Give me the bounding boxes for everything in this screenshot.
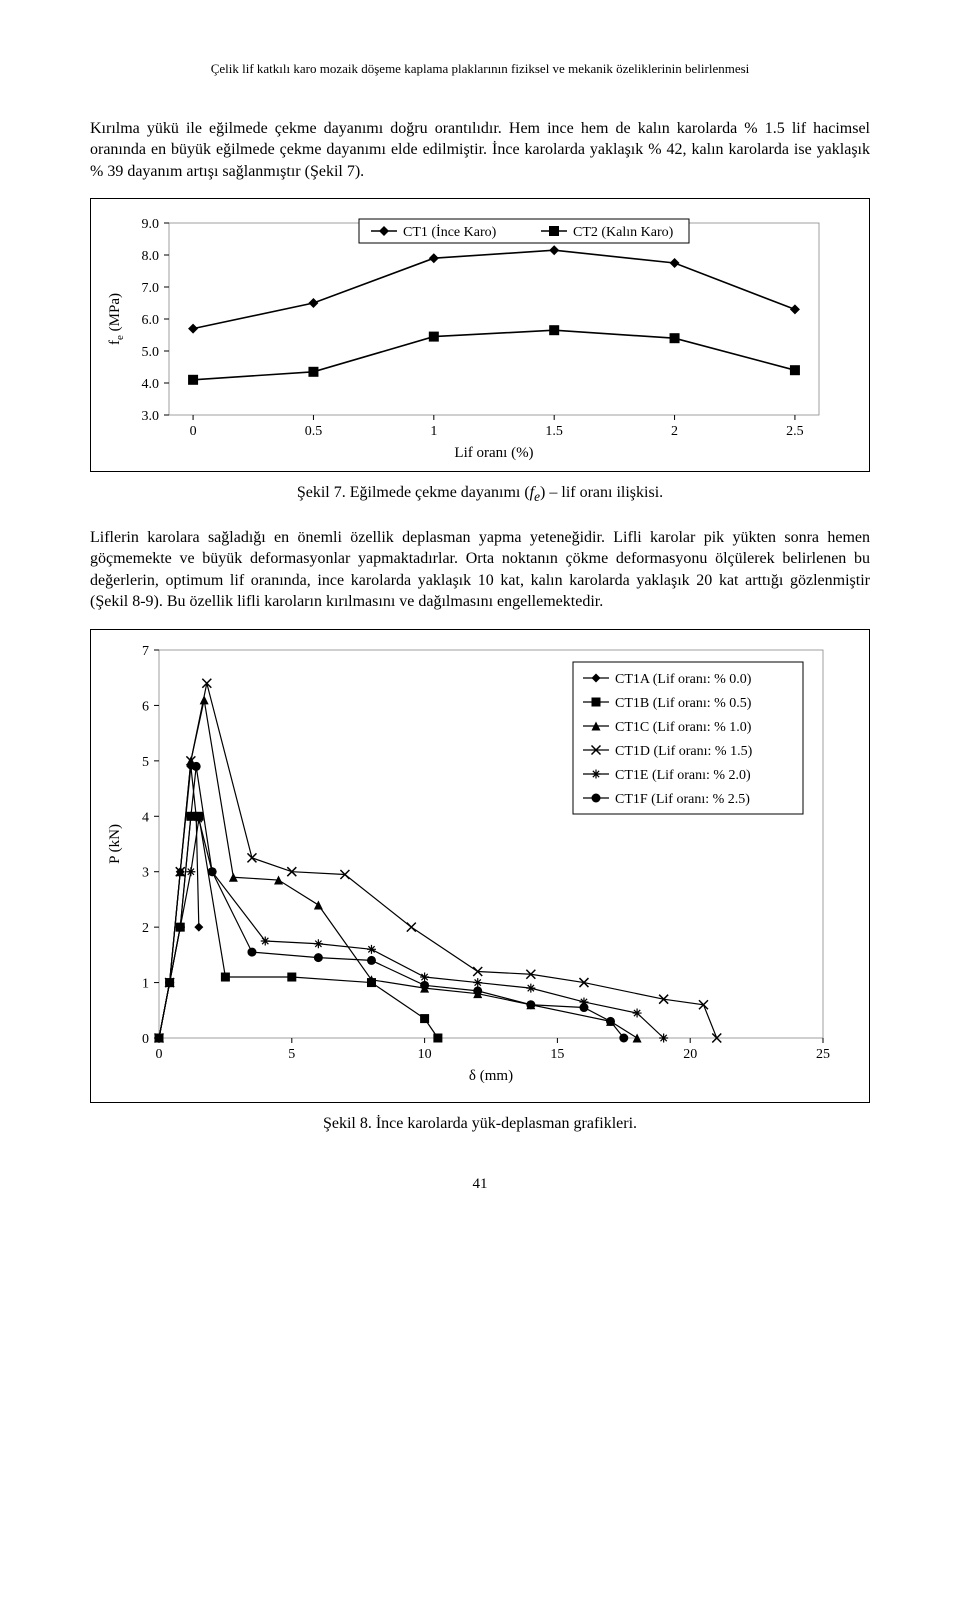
svg-text:8.0: 8.0 bbox=[142, 249, 160, 264]
svg-text:CT1E (Lif oranı: % 2.0): CT1E (Lif oranı: % 2.0) bbox=[615, 768, 751, 783]
figure-7-caption-pre: Şekil 7. Eğilmede çekme dayanımı ( bbox=[297, 484, 530, 501]
svg-text:P (kN): P (kN) bbox=[107, 824, 123, 864]
svg-text:6: 6 bbox=[142, 699, 149, 714]
paragraph-2: Liflerin karolara sağladığı en önemli öz… bbox=[90, 527, 870, 613]
svg-text:3.0: 3.0 bbox=[142, 409, 160, 424]
svg-text:CT1B (Lif oranı: % 0.5): CT1B (Lif oranı: % 0.5) bbox=[615, 696, 752, 711]
svg-text:10: 10 bbox=[418, 1047, 432, 1062]
svg-text:1.5: 1.5 bbox=[545, 424, 563, 439]
svg-text:0: 0 bbox=[142, 1032, 149, 1047]
svg-text:4: 4 bbox=[142, 810, 149, 825]
svg-text:CT1C (Lif oranı: % 1.0): CT1C (Lif oranı: % 1.0) bbox=[615, 720, 752, 735]
svg-text:CT1A (Lif oranı: % 0.0): CT1A (Lif oranı: % 0.0) bbox=[615, 672, 752, 687]
svg-text:1: 1 bbox=[430, 424, 437, 439]
svg-text:4.0: 4.0 bbox=[142, 377, 160, 392]
svg-text:2: 2 bbox=[671, 424, 678, 439]
svg-text:5: 5 bbox=[288, 1047, 295, 1062]
svg-text:0: 0 bbox=[156, 1047, 163, 1062]
svg-text:CT1F (Lif oranı: % 2.5): CT1F (Lif oranı: % 2.5) bbox=[615, 792, 750, 807]
svg-text:20: 20 bbox=[683, 1047, 697, 1062]
svg-text:5: 5 bbox=[142, 755, 149, 770]
running-header: Çelik lif katkılı karo mozaik döşeme kap… bbox=[90, 60, 870, 78]
svg-text:7: 7 bbox=[142, 644, 149, 659]
svg-text:2: 2 bbox=[142, 921, 149, 936]
svg-text:9.0: 9.0 bbox=[142, 217, 160, 232]
svg-text:δ (mm): δ (mm) bbox=[469, 1068, 513, 1084]
page-number: 41 bbox=[90, 1174, 870, 1194]
svg-text:7.0: 7.0 bbox=[142, 281, 160, 296]
svg-text:2.5: 2.5 bbox=[786, 424, 804, 439]
svg-text:Lif oranı (%): Lif oranı (%) bbox=[454, 445, 533, 461]
svg-text:fe (MPa): fe (MPa) bbox=[107, 293, 126, 345]
figure-8-caption: Şekil 8. İnce karolarda yük-deplasman gr… bbox=[90, 1113, 870, 1135]
paragraph-1: Kırılma yükü ile eğilmede çekme dayanımı… bbox=[90, 118, 870, 183]
svg-text:5.0: 5.0 bbox=[142, 345, 160, 360]
svg-text:3: 3 bbox=[142, 866, 149, 881]
svg-text:15: 15 bbox=[550, 1047, 564, 1062]
svg-text:6.0: 6.0 bbox=[142, 313, 160, 328]
figure-7-caption: Şekil 7. Eğilmede çekme dayanımı (fe) – … bbox=[90, 482, 870, 506]
figure-7-chart: 0 0.5 1 1.5 2 2.5 3.0 4.0 5.0 6.0 7.0 8.0 9.0 Lif ora… bbox=[99, 207, 839, 467]
figure-7-container: 0 0.5 1 1.5 2 2.5 3.0 4.0 5.0 6.0 7.0 8.0 9.0 Lif ora… bbox=[90, 198, 870, 472]
svg-text:1: 1 bbox=[142, 976, 149, 991]
svg-text:CT1D (Lif oranı: % 1.5): CT1D (Lif oranı: % 1.5) bbox=[615, 744, 753, 759]
figure-7-caption-post: ) – lif oranı ilişkisi. bbox=[540, 484, 663, 501]
svg-text:0.5: 0.5 bbox=[305, 424, 323, 439]
svg-text:25: 25 bbox=[816, 1047, 830, 1062]
figure-8-container: 0 5 10 15 20 25 0 1 2 3 4 5 6 7 δ (mm) P (kN) CT1A (Lif … bbox=[90, 629, 870, 1103]
figure-8-chart: 0 5 10 15 20 25 0 1 2 3 4 5 6 7 δ (mm) P (kN) CT1A (Lif … bbox=[99, 638, 839, 1098]
svg-text:CT2 (Kalın Karo): CT2 (Kalın Karo) bbox=[573, 225, 674, 240]
svg-text:CT1 (İnce Karo): CT1 (İnce Karo) bbox=[403, 224, 497, 240]
svg-text:0: 0 bbox=[190, 424, 197, 439]
